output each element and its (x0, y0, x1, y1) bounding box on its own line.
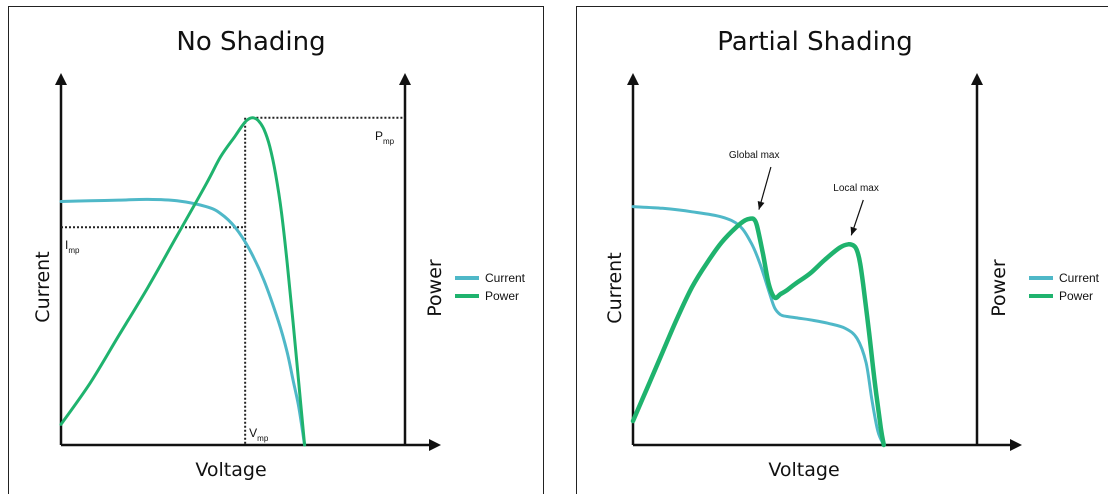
x-axis-label: Voltage (195, 459, 266, 481)
legend-label-power: Power (485, 289, 519, 303)
y-axis-label-left: Current (604, 252, 626, 323)
y-axis-label-left: Current (32, 251, 54, 322)
series-line-current (59, 197, 307, 447)
plot-area: Global max Local max Current Power (627, 73, 1100, 451)
annotation-arrow-icon (850, 226, 858, 236)
chart-partial-shading: Partial Shading Voltage Current Power Gl… (604, 27, 1100, 481)
series-line-power (59, 116, 307, 447)
legend-label-current: Current (1059, 271, 1100, 285)
series-line-current (631, 205, 886, 447)
chart-title: Partial Shading (717, 27, 913, 57)
y-axis-left-arrow-icon (55, 73, 67, 85)
annotation-local-max: Local max (833, 183, 879, 194)
y-axis-right-arrow-icon (399, 73, 411, 85)
chart-no-shading: No Shading Voltage Current Power Pmp Imp V… (32, 27, 526, 481)
x-axis-label: Voltage (768, 459, 839, 481)
y-axis-left-arrow-icon (627, 73, 639, 85)
annotation-arrow-icon (757, 200, 765, 210)
y-axis-label-right: Power (424, 259, 446, 317)
annotation-imp: Imp (65, 238, 80, 255)
series-line-power (630, 216, 887, 448)
annotation-pmp: Pmp (375, 129, 395, 146)
x-axis-arrow-icon (429, 439, 441, 451)
panel-no-shading: No Shading Voltage Current Power Pmp Imp V… (8, 6, 544, 494)
legend-label-power: Power (1059, 289, 1093, 303)
chart-title: No Shading (176, 27, 325, 57)
plot-area: Pmp Imp Vmp Current Power (55, 73, 526, 451)
y-axis-label-right: Power (988, 259, 1010, 317)
x-axis-arrow-icon (1010, 439, 1022, 451)
annotation-global-max: Global max (729, 150, 780, 161)
y-axis-right-arrow-icon (971, 73, 983, 85)
panel-partial-shading: Partial Shading Voltage Current Power Gl… (576, 6, 1108, 494)
legend-label-current: Current (485, 271, 526, 285)
annotation-vmp: Vmp (249, 426, 269, 443)
